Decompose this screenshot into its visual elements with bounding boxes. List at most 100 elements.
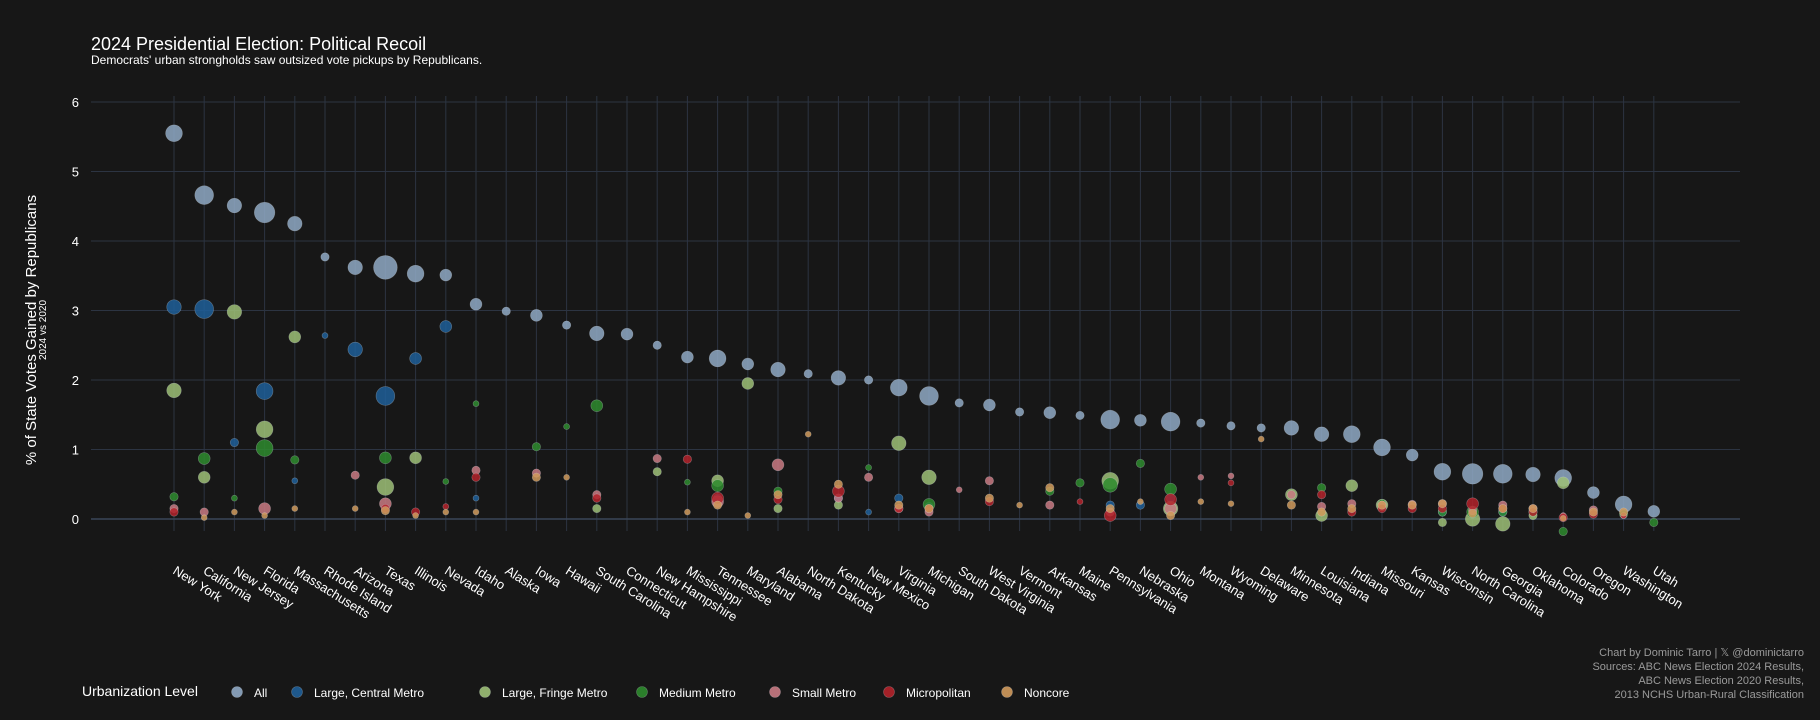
point-large-fringe-metro-new-jersey [226, 304, 242, 320]
point-medium-metro-ohio [1164, 482, 1177, 496]
point-all-wyoming [1226, 421, 1236, 431]
point-noncore-wisconsin [1437, 499, 1447, 509]
chart-title: 2024 Presidential Election: Political Re… [91, 34, 426, 54]
point-large-fringe-metro-alabama [773, 504, 783, 514]
legend-title: Urbanization Level [82, 683, 198, 699]
point-all-pennsylvania [1100, 409, 1120, 430]
y-axis-sublabel: 2024 vs 2020 [38, 300, 49, 360]
point-all-georgia [1493, 464, 1513, 484]
point-noncore-north-dakota [804, 430, 812, 438]
legend-label: Large, Fringe Metro [502, 686, 608, 700]
point-medium-metro-nebraska [1135, 458, 1145, 468]
point-noncore-pennsylvania [1105, 504, 1115, 514]
point-noncore-north-carolina [1468, 508, 1478, 518]
point-all-maine [1075, 410, 1085, 420]
point-medium-metro-new-jersey [231, 494, 238, 502]
credits: Chart by Dominic Tarro | 𝕏 @dominictarro… [1592, 647, 1804, 701]
y-axis-label: % of State Votes Gained by Republicans [23, 195, 40, 465]
point-all-indiana [1343, 425, 1361, 443]
grid-layer [91, 96, 1740, 531]
point-all-nebraska [1134, 414, 1147, 427]
point-large-fringe-metro-wisconsin [1437, 517, 1447, 527]
points-layer [165, 124, 1661, 537]
y-tick-label: 1 [72, 443, 79, 458]
point-large-central-metro-new-york [166, 299, 182, 315]
point-medium-metro-texas [379, 451, 392, 465]
point-large-central-metro-new-jersey [229, 438, 239, 448]
series-all [165, 124, 1661, 518]
point-all-utah [1647, 505, 1661, 518]
legend-item-large-central-metro: Large, Central Metro [291, 686, 424, 700]
point-medium-metro-new-mexico [865, 464, 872, 471]
point-noncore-new-jersey [231, 508, 238, 516]
legend-label: Micropolitan [906, 686, 971, 700]
point-micropolitan-south-carolina [592, 493, 602, 503]
point-all-nevada [439, 268, 453, 282]
point-large-fringe-metro-virginia [891, 435, 907, 451]
credit-line: 2013 NCHS Urban-Rural Classification [1614, 689, 1804, 701]
point-large-central-metro-florida [255, 382, 274, 400]
legend-label: Small Metro [792, 686, 856, 700]
y-tick-label: 0 [72, 512, 79, 527]
point-large-fringe-metro-massachusetts [288, 330, 302, 344]
point-noncore-nevada [442, 508, 450, 516]
point-all-west-virginia [983, 398, 996, 412]
point-noncore-idaho [472, 508, 480, 516]
point-small-metro-minnesota [1286, 490, 1296, 500]
point-all-ohio [1160, 412, 1181, 432]
point-all-texas [373, 255, 398, 280]
point-all-north-dakota [803, 369, 813, 379]
point-medium-metro-tennessee [711, 479, 724, 492]
point-noncore-arkansas [1045, 483, 1055, 493]
point-micropolitan-maine [1076, 498, 1084, 505]
point-noncore-montana [1197, 498, 1205, 505]
point-small-metro-arkansas [1045, 500, 1055, 510]
point-large-fringe-metro-south-carolina [592, 504, 602, 514]
point-all-vermont [1015, 407, 1025, 417]
point-micropolitan-wyoming [1227, 479, 1235, 487]
point-large-fringe-metro-michigan [921, 469, 937, 485]
point-small-metro-montana [1197, 474, 1205, 481]
point-large-central-metro-california [194, 299, 214, 319]
legend-swatch [883, 686, 895, 698]
point-noncore-michigan [924, 504, 934, 514]
point-noncore-indiana [1347, 504, 1357, 514]
credit-line: ABC News Election 2020 Results, [1638, 675, 1804, 687]
point-large-fringe-metro-new-hampshire [652, 467, 662, 477]
point-small-metro-wyoming [1227, 472, 1235, 480]
legend-swatch [291, 686, 303, 698]
legend-swatch [1001, 686, 1013, 698]
legend-swatch [479, 686, 491, 698]
point-small-metro-new-mexico [864, 472, 874, 482]
point-medium-metro-colorado [1558, 527, 1568, 537]
point-medium-metro-california [197, 452, 211, 465]
credit-line: Sources: ABC News Election 2024 Results, [1592, 661, 1804, 673]
point-noncore-missouri [1377, 500, 1387, 510]
legend-item-micropolitan: Micropolitan [883, 686, 971, 700]
point-noncore-virginia [894, 500, 904, 510]
point-all-south-dakota [954, 398, 964, 408]
point-noncore-kentucky [833, 479, 843, 489]
point-noncore-vermont [1016, 501, 1023, 509]
point-all-oregon [1587, 486, 1600, 499]
point-all-california [194, 185, 214, 205]
point-medium-metro-massachusetts [290, 455, 300, 465]
point-small-metro-arizona [350, 470, 360, 480]
point-noncore-mississippi [684, 508, 691, 516]
point-large-central-metro-massachusetts [291, 477, 299, 485]
point-medium-metro-new-york [169, 492, 179, 502]
point-micropolitan-mississippi [682, 454, 692, 464]
point-large-fringe-metro-california [197, 471, 211, 484]
point-large-fringe-metro-texas [376, 478, 395, 496]
point-all-new-york [165, 124, 183, 142]
legend-item-large-fringe-metro: Large, Fringe Metro [479, 686, 608, 700]
point-noncore-alabama [773, 490, 783, 500]
point-large-fringe-metro-florida [255, 420, 274, 439]
point-all-kansas [1405, 448, 1419, 462]
point-micropolitan-north-carolina [1466, 497, 1479, 510]
point-noncore-louisiana [1317, 507, 1327, 517]
point-large-central-metro-rhode-island [321, 332, 329, 339]
point-noncore-hawaii [563, 474, 570, 481]
